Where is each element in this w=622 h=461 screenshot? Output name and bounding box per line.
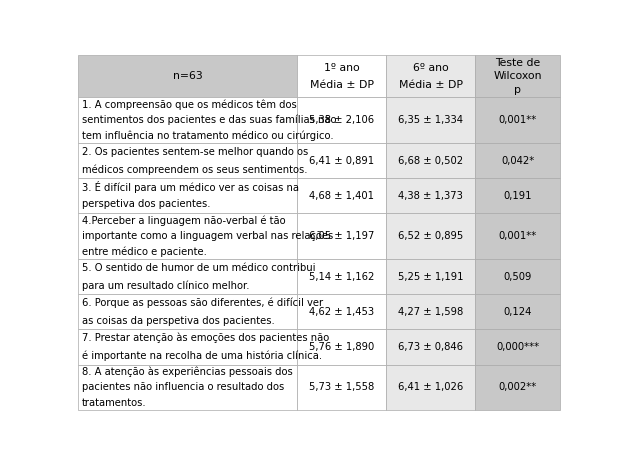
Text: 6,41 ± 1,026: 6,41 ± 1,026	[398, 383, 463, 392]
Text: 0,042*: 0,042*	[501, 155, 534, 165]
Text: é importante na recolha de uma história clínica.: é importante na recolha de uma história …	[81, 350, 322, 361]
Bar	[475, 55, 560, 97]
Bar	[386, 213, 475, 259]
Text: 4,68 ± 1,401: 4,68 ± 1,401	[309, 191, 374, 201]
Text: 7. Prestar atenção às emoções dos pacientes não: 7. Prestar atenção às emoções dos pacien…	[81, 333, 329, 343]
Text: Média ± DP: Média ± DP	[310, 81, 374, 90]
Bar	[386, 259, 475, 294]
Bar	[297, 329, 386, 365]
Text: tem influência no tratamento médico ou cirúrgico.: tem influência no tratamento médico ou c…	[81, 130, 333, 141]
Bar	[386, 329, 475, 365]
Text: 0,000***: 0,000***	[496, 342, 539, 352]
Text: 4,27 ± 1,598: 4,27 ± 1,598	[398, 307, 463, 317]
Text: 5. O sentido de humor de um médico contribui: 5. O sentido de humor de um médico contr…	[81, 263, 315, 273]
Text: 6,41 ± 0,891: 6,41 ± 0,891	[309, 155, 374, 165]
Text: 8. A atenção às experiências pessoais dos: 8. A atenção às experiências pessoais do…	[81, 367, 292, 378]
Bar	[78, 143, 297, 178]
Text: perspetiva dos pacientes.: perspetiva dos pacientes.	[81, 200, 210, 209]
Text: Teste de: Teste de	[495, 58, 541, 68]
Bar	[297, 365, 386, 410]
Text: 0,124: 0,124	[503, 307, 532, 317]
Bar	[78, 55, 297, 97]
Text: 0,191: 0,191	[503, 191, 532, 201]
Text: Média ± DP: Média ± DP	[399, 81, 463, 90]
Text: 2. Os pacientes sentem-se melhor quando os: 2. Os pacientes sentem-se melhor quando …	[81, 147, 308, 157]
Bar	[78, 178, 297, 213]
Text: sentimentos dos pacientes e das suas famílias não: sentimentos dos pacientes e das suas fam…	[81, 115, 336, 125]
Bar	[297, 143, 386, 178]
Bar	[297, 259, 386, 294]
Bar	[297, 178, 386, 213]
Bar	[297, 294, 386, 329]
Text: n=63: n=63	[172, 71, 202, 81]
Text: 3. É difícil para um médico ver as coisas na: 3. É difícil para um médico ver as coisa…	[81, 181, 299, 193]
Text: entre médico e paciente.: entre médico e paciente.	[81, 246, 207, 257]
Bar	[78, 213, 297, 259]
Bar	[475, 329, 560, 365]
Bar	[475, 97, 560, 143]
Bar	[386, 365, 475, 410]
Bar	[475, 213, 560, 259]
Bar	[78, 365, 297, 410]
Text: 6º ano: 6º ano	[413, 63, 448, 73]
Text: médicos compreendem os seus sentimentos.: médicos compreendem os seus sentimentos.	[81, 164, 307, 175]
Bar	[475, 294, 560, 329]
Text: Wilcoxon: Wilcoxon	[493, 71, 542, 81]
Text: 5,73 ± 1,558: 5,73 ± 1,558	[309, 383, 374, 392]
Bar	[475, 143, 560, 178]
Bar	[386, 294, 475, 329]
Text: 4,38 ± 1,373: 4,38 ± 1,373	[399, 191, 463, 201]
Bar	[297, 55, 386, 97]
Text: 5,14 ± 1,162: 5,14 ± 1,162	[309, 272, 374, 282]
Bar	[78, 329, 297, 365]
Text: 5,38 ± 2,106: 5,38 ± 2,106	[309, 115, 374, 125]
Bar	[386, 178, 475, 213]
Bar	[297, 97, 386, 143]
Bar	[475, 178, 560, 213]
Text: 6,05 ± 1,197: 6,05 ± 1,197	[309, 231, 374, 241]
Text: pacientes não influencia o resultado dos: pacientes não influencia o resultado dos	[81, 383, 284, 392]
Text: 5,25 ± 1,191: 5,25 ± 1,191	[398, 272, 463, 282]
Text: 6,68 ± 0,502: 6,68 ± 0,502	[398, 155, 463, 165]
Bar	[475, 259, 560, 294]
Bar	[78, 294, 297, 329]
Text: 5,76 ± 1,890: 5,76 ± 1,890	[309, 342, 374, 352]
Bar	[386, 97, 475, 143]
Text: 0,509: 0,509	[503, 272, 532, 282]
Text: 0,002**: 0,002**	[498, 383, 537, 392]
Text: as coisas da perspetiva dos pacientes.: as coisas da perspetiva dos pacientes.	[81, 316, 274, 325]
Text: tratamentos.: tratamentos.	[81, 398, 146, 408]
Text: 6,35 ± 1,334: 6,35 ± 1,334	[398, 115, 463, 125]
Text: 0,001**: 0,001**	[498, 115, 537, 125]
Text: 0,001**: 0,001**	[498, 231, 537, 241]
Bar	[475, 365, 560, 410]
Text: importante como a linguagem verbal nas relações: importante como a linguagem verbal nas r…	[81, 231, 333, 241]
Text: p: p	[514, 85, 521, 95]
Text: 1. A compreensão que os médicos têm dos: 1. A compreensão que os médicos têm dos	[81, 100, 296, 110]
Text: 6. Porque as pessoas são diferentes, é difícil ver: 6. Porque as pessoas são diferentes, é d…	[81, 298, 323, 308]
Bar	[297, 213, 386, 259]
Bar	[78, 259, 297, 294]
Bar	[386, 143, 475, 178]
Text: 6,73 ± 0,846: 6,73 ± 0,846	[398, 342, 463, 352]
Text: 1º ano: 1º ano	[324, 63, 360, 73]
Bar	[386, 55, 475, 97]
Text: para um resultado clínico melhor.: para um resultado clínico melhor.	[81, 280, 249, 290]
Text: 4.Perceber a linguagem não-verbal é tão: 4.Perceber a linguagem não-verbal é tão	[81, 216, 285, 226]
Text: 4,62 ± 1,453: 4,62 ± 1,453	[309, 307, 374, 317]
Bar	[78, 97, 297, 143]
Text: 6,52 ± 0,895: 6,52 ± 0,895	[398, 231, 463, 241]
